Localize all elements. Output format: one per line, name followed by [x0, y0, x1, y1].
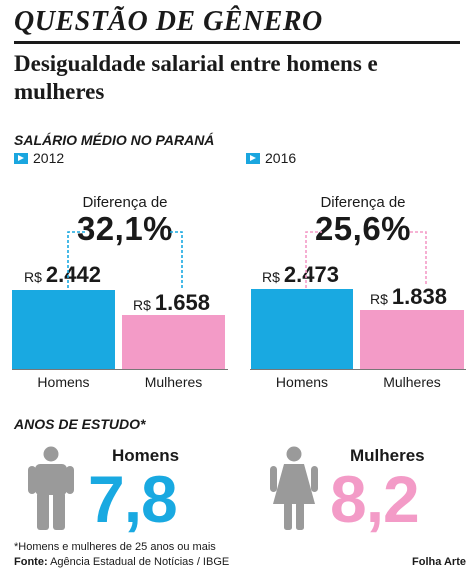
year-2012-text: 2012 — [33, 150, 65, 166]
credit: Folha Arte — [412, 556, 466, 568]
education-section-title: ANOS DE ESTUDO* — [14, 416, 146, 432]
source-label: Fonte: — [14, 556, 48, 568]
category-label-men-2016: Homens — [275, 374, 329, 390]
header-rule — [14, 41, 460, 44]
year-2016-label: 2016 — [246, 150, 296, 166]
men-salary-2016: R$ 2.473 — [262, 262, 339, 288]
female-person-icon — [270, 446, 318, 530]
men-salary-2016-value: 2.473 — [283, 262, 339, 287]
year-2016-text: 2016 — [265, 150, 297, 166]
women-salary-2016-value: 1.838 — [391, 284, 447, 309]
currency-label: R$ — [133, 297, 151, 313]
play-icon — [246, 152, 260, 164]
year-2012-label: 2012 — [14, 150, 64, 166]
men-salary-2012-value: 2.442 — [45, 262, 101, 287]
men-education-label: Homens — [112, 446, 180, 465]
currency-label: R$ — [24, 269, 42, 285]
bracket-women-2012 — [170, 231, 183, 288]
bar-men-2016 — [251, 289, 353, 369]
women-salary-2016: R$ 1.838 — [370, 284, 447, 310]
play-icon — [14, 152, 28, 164]
currency-label: R$ — [370, 291, 388, 307]
headline: Desigualdade salarial entre homens e mul… — [14, 51, 378, 104]
women-education-value: 8,2 — [330, 462, 420, 536]
male-person-icon — [28, 446, 74, 530]
category-label-women-2012: Mulheres — [144, 374, 203, 390]
bar-women-2012 — [122, 315, 225, 369]
difference-value-2012: 32,1% — [76, 210, 174, 247]
chart-baseline-2012 — [12, 369, 228, 370]
bracket-women-2016 — [410, 231, 427, 284]
women-salary-2012: R$ 1.658 — [133, 290, 210, 316]
kicker-title: QUESTÃO DE GÊNERO — [14, 6, 323, 37]
difference-label-2016: Diferença de — [320, 194, 406, 211]
difference-label-2012: Diferença de — [82, 194, 168, 211]
bracket-men-2012 — [67, 231, 86, 288]
bar-men-2012 — [12, 290, 115, 369]
footnote: *Homens e mulheres de 25 anos ou mais — [14, 541, 216, 553]
chart-baseline-2016 — [250, 369, 466, 370]
category-label-women-2016: Mulheres — [383, 374, 441, 390]
source-text: Agência Estadual de Notícias / IBGE — [50, 556, 230, 568]
bracket-men-2016 — [305, 231, 322, 288]
source-line: Fonte: Agência Estadual de Notícias / IB… — [14, 556, 229, 568]
bar-women-2016 — [360, 310, 464, 369]
category-label-men-2012: Homens — [37, 374, 90, 390]
men-education-value: 7,8 — [88, 462, 178, 536]
salary-section-title: SALÁRIO MÉDIO NO PARANÁ — [14, 132, 215, 148]
difference-value-2016: 25,6% — [314, 210, 412, 247]
currency-label: R$ — [262, 269, 280, 285]
women-education-label: Mulheres — [350, 446, 425, 465]
men-salary-2012: R$ 2.442 — [24, 262, 101, 288]
women-salary-2012-value: 1.658 — [154, 290, 210, 315]
